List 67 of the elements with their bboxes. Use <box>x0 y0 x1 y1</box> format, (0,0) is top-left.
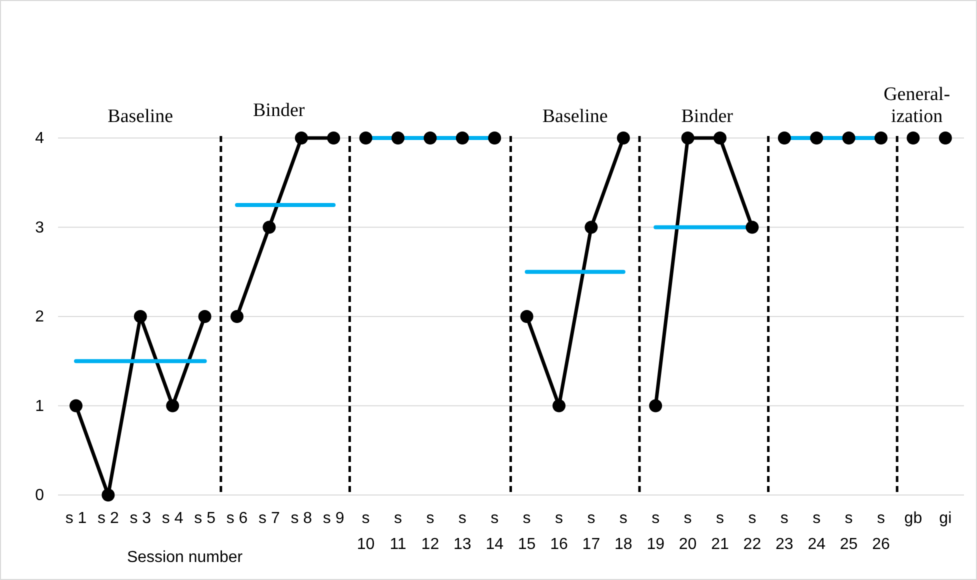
x-tick-label: s 8 <box>290 510 312 527</box>
x-tick-label: s 18 <box>614 510 632 553</box>
x-tick-label: s 16 <box>550 510 568 553</box>
point <box>874 132 888 144</box>
x-tick-label: s 15 <box>518 510 536 553</box>
point <box>842 132 856 144</box>
x-tick-label: s 19 <box>646 510 665 553</box>
point <box>424 132 437 144</box>
point <box>359 132 372 144</box>
x-tick-label: s 4 <box>162 510 184 527</box>
x-tick-label: s 7 <box>258 510 280 527</box>
x-tick-label: s 25 <box>840 510 858 553</box>
x-tick-label: s 10 <box>356 510 375 553</box>
x-tick-label: s 3 <box>130 510 152 527</box>
text: Binder <box>681 106 734 127</box>
point <box>166 399 180 412</box>
y-tick-label: 3 <box>35 219 44 236</box>
point <box>134 310 147 323</box>
point <box>714 132 726 144</box>
point <box>327 132 340 144</box>
y-tick-label: 1 <box>35 398 44 415</box>
point <box>102 488 115 502</box>
point <box>810 132 824 144</box>
point <box>294 132 308 144</box>
point <box>649 399 662 412</box>
x-tick-label: s 13 <box>454 510 472 553</box>
point <box>488 132 502 144</box>
x-tick-label: s 14 <box>486 510 504 553</box>
point <box>230 310 244 323</box>
point <box>681 132 694 144</box>
x-tick-label: s 6 <box>226 510 248 527</box>
y-tick-label: 4 <box>35 130 44 148</box>
point <box>746 220 759 234</box>
y-tick-label: 0 <box>35 487 44 504</box>
x-tick-label: s 2 <box>98 510 119 527</box>
x-tick-label: s 11 <box>390 510 406 553</box>
text: Binder <box>253 100 306 121</box>
y-tick-label: 2 <box>35 308 44 326</box>
x-tick-label: s 17 <box>582 510 600 553</box>
x-tick-label: s 1 <box>65 510 87 527</box>
point <box>70 399 82 412</box>
point <box>198 310 212 323</box>
x-tick-label: s 21 <box>711 510 729 553</box>
x-tick-label: s 26 <box>872 510 890 553</box>
point <box>938 132 952 144</box>
x-tick-label: gi <box>939 510 952 527</box>
text: Baseline <box>542 106 608 127</box>
x-tick-label: s 20 <box>678 510 697 553</box>
text: Baseline <box>108 106 174 127</box>
point <box>906 132 920 144</box>
x-tick-label: gb <box>904 510 922 527</box>
point <box>392 132 404 144</box>
x-axis-title: Session number <box>126 549 244 566</box>
point <box>616 132 630 144</box>
text: General-ization <box>884 84 950 127</box>
x-tick-label: s 5 <box>194 510 216 527</box>
x-tick-label: s 23 <box>776 510 794 553</box>
point <box>520 310 534 323</box>
x-tick-label: s 9 <box>322 510 344 527</box>
x-tick-label: s 22 <box>743 510 762 553</box>
point <box>262 220 276 234</box>
point <box>584 220 598 234</box>
point <box>456 132 469 144</box>
point <box>552 399 566 412</box>
x-tick-label: s 24 <box>808 510 826 553</box>
x-tick-label: s 12 <box>421 510 440 553</box>
point <box>778 132 791 144</box>
